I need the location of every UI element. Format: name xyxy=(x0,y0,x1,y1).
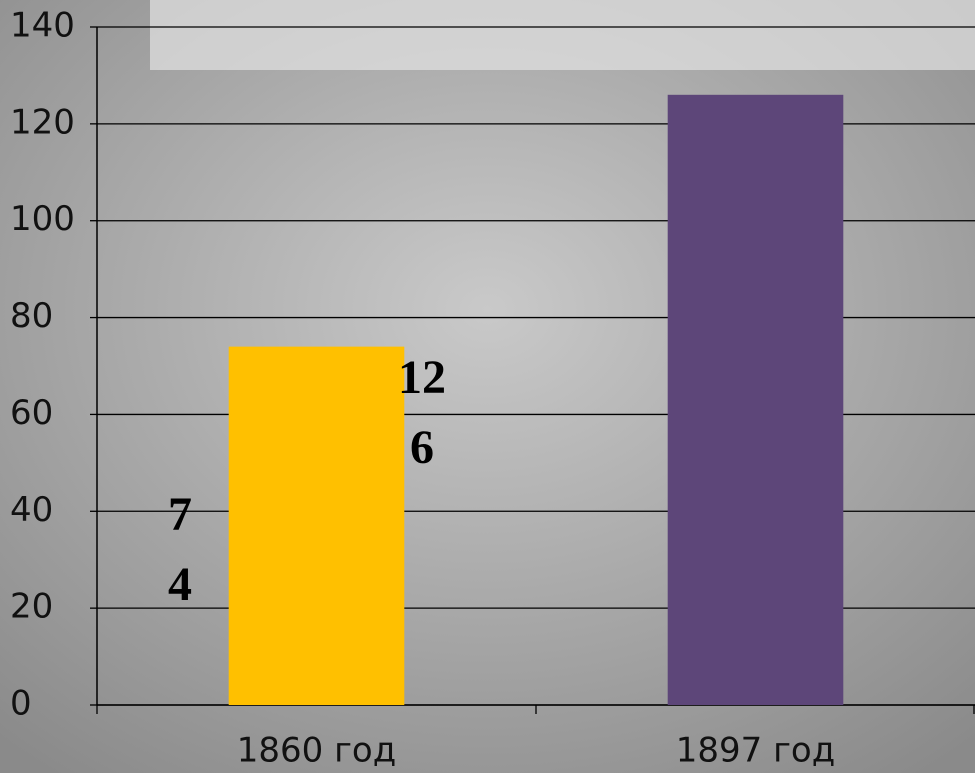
y-tick-label: 60 xyxy=(10,393,53,433)
data-label-line: 12 xyxy=(398,351,446,404)
x-tick-label: 1860 год xyxy=(237,731,397,771)
background-sky xyxy=(150,0,975,70)
bar xyxy=(229,347,405,705)
y-tick-label: 120 xyxy=(10,102,75,142)
y-tick-label: 140 xyxy=(10,6,75,46)
data-label-line: 7 xyxy=(168,488,192,541)
data-label-line: 4 xyxy=(168,558,192,611)
chart: 0 20 40 60 80 100 120 140 1860 год 7 4 1897 год 12 6 xyxy=(0,0,975,773)
y-tick-label: 20 xyxy=(10,587,53,627)
x-tick-label: 1897 год xyxy=(676,731,836,771)
bar xyxy=(668,95,844,705)
y-tick-label: 0 xyxy=(10,684,32,724)
data-label-line: 6 xyxy=(410,421,434,474)
y-tick-label: 40 xyxy=(10,490,53,530)
y-tick-label: 100 xyxy=(10,199,75,239)
y-tick-label: 80 xyxy=(10,296,53,336)
